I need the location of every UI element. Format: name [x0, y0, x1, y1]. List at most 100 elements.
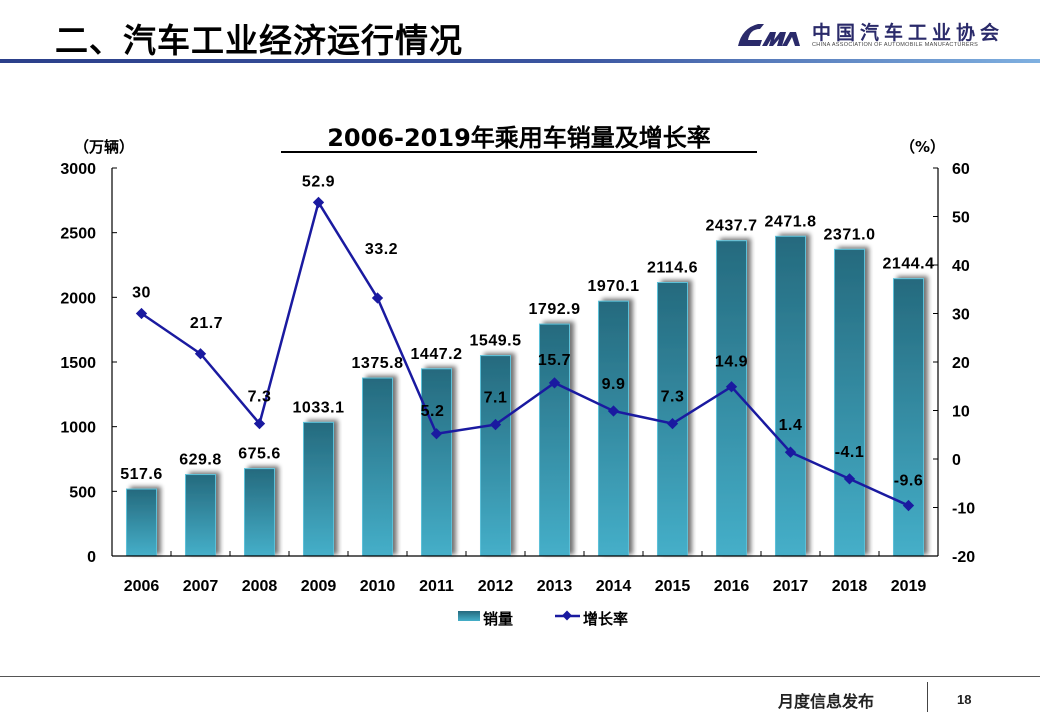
growth-value-label: 9.9	[602, 376, 626, 393]
growth-value-label: 52.9	[302, 173, 335, 190]
bar-value-label: 1375.8	[352, 355, 404, 372]
caam-logo-icon	[738, 24, 800, 46]
growth-marker-2012	[489, 418, 502, 431]
x-tick-label: 2010	[360, 578, 396, 595]
bar-2007	[185, 474, 216, 557]
slide-title: 二、汽车工业经济运行情况	[55, 21, 463, 60]
bar-2009	[303, 421, 334, 557]
growth-value-label: 30	[132, 285, 151, 302]
growth-value-label: 33.2	[365, 241, 398, 258]
bar-2014	[598, 300, 629, 557]
growth-value-label: 7.3	[248, 389, 272, 406]
growth-marker-2009	[312, 196, 325, 209]
bar-2017	[775, 235, 806, 557]
bar-value-label: 2471.8	[765, 213, 817, 230]
legend-label-growth: 增长率	[583, 610, 628, 628]
left-tick-label: 500	[69, 484, 96, 501]
right-tick-label: 20	[952, 355, 970, 372]
left-tick-label: 0	[87, 549, 96, 566]
bar-2008	[244, 468, 275, 557]
bar-value-label: 2144.4	[883, 256, 935, 273]
growth-marker-2018	[843, 473, 856, 485]
right-axis-label: （%）	[900, 138, 945, 156]
growth-marker-2007	[194, 348, 207, 360]
left-tick-label: 2500	[60, 226, 96, 243]
bar-2010	[362, 377, 393, 557]
left-tick-label: 1000	[60, 420, 96, 437]
growth-value-label: -9.6	[894, 473, 924, 490]
growth-marker-2017	[784, 446, 797, 458]
x-tick-label: 2006	[124, 578, 160, 595]
footer-divider	[0, 676, 1040, 677]
growth-marker-2013	[548, 377, 561, 389]
growth-marker-2019	[902, 499, 915, 512]
right-tick-label: -10	[952, 501, 975, 518]
right-tick-label: 50	[952, 210, 970, 227]
right-tick-label: 60	[952, 161, 970, 178]
growth-marker-2014	[607, 405, 620, 417]
growth-marker-2016	[725, 381, 738, 393]
bar-value-label: 1792.9	[529, 301, 581, 318]
growth-value-label: 15.7	[538, 352, 571, 369]
left-tick-label: 3000	[60, 161, 96, 178]
x-tick-label: 2012	[478, 578, 514, 595]
growth-value-label: 5.2	[421, 403, 445, 420]
bar-value-label: 675.6	[238, 446, 281, 463]
bar-value-label: 517.6	[120, 466, 163, 483]
legend-diamond-marker	[562, 610, 572, 621]
growth-value-label: 7.3	[661, 389, 685, 406]
bar-2011	[421, 368, 452, 557]
legend: 销量 增长率	[458, 610, 628, 628]
growth-value-label: 7.1	[484, 390, 508, 407]
right-tick-label: -20	[952, 549, 975, 566]
bar-value-label: 1447.2	[411, 346, 463, 363]
logo-chinese-name: 中国汽车工业协会	[812, 22, 1005, 44]
page-number: 18	[957, 692, 972, 707]
bar-value-label: 629.8	[179, 452, 222, 469]
bar-2018	[834, 248, 865, 557]
bar-value-label: 2114.6	[647, 260, 698, 277]
growth-value-label: 1.4	[779, 417, 803, 434]
growth-marker-2011	[430, 428, 443, 440]
right-tick-label: 0	[952, 452, 961, 469]
right-tick-label: 30	[952, 307, 970, 324]
left-tick-label: 2000	[60, 290, 96, 307]
growth-marker-2010	[371, 292, 384, 304]
x-tick-label: 2019	[891, 578, 927, 595]
x-tick-label: 2008	[242, 578, 278, 595]
x-tick-label: 2017	[773, 578, 809, 595]
bar-value-label: 1970.1	[588, 278, 640, 295]
footer-separator	[927, 682, 928, 712]
growth-marker-2006	[135, 307, 148, 320]
logo-english-name: CHINA ASSOCIATION OF AUTOMOBILE MANUFACT…	[812, 42, 979, 48]
left-axis-label: （万辆）	[74, 138, 134, 156]
header-divider	[0, 59, 1040, 63]
growth-marker-2008	[253, 417, 266, 430]
x-tick-label: 2018	[832, 578, 868, 595]
bar-2006	[126, 488, 157, 557]
x-tick-label: 2009	[301, 578, 337, 595]
left-tick-label: 1500	[60, 355, 96, 372]
x-tick-label: 2013	[537, 578, 573, 595]
growth-value-label: -4.1	[835, 444, 865, 461]
bar-value-label: 1549.5	[470, 333, 522, 350]
legend-label-sales: 销量	[483, 610, 513, 628]
growth-value-label: 21.7	[190, 315, 223, 332]
growth-rate-line	[140, 199, 910, 507]
right-tick-label: 40	[952, 258, 970, 275]
x-tick-label: 2011	[419, 578, 454, 595]
x-tick-label: 2015	[655, 578, 691, 595]
x-tick-label: 2014	[596, 578, 632, 595]
bar-2019	[893, 278, 924, 557]
right-tick-label: 10	[952, 404, 970, 421]
footer-label: 月度信息发布	[778, 692, 875, 711]
x-tick-label: 2016	[714, 578, 750, 595]
growth-marker-2015	[666, 417, 679, 430]
growth-value-label: 14.9	[715, 354, 748, 371]
legend-bar-swatch	[458, 611, 480, 621]
bar-value-label: 1033.1	[293, 399, 345, 416]
chart-title: 2006-2019年乘用车销量及增长率	[327, 124, 711, 152]
bar-value-label: 2437.7	[706, 218, 758, 235]
caam-logo: 中国汽车工业协会 CHINA ASSOCIATION OF AUTOMOBILE…	[734, 18, 1004, 54]
